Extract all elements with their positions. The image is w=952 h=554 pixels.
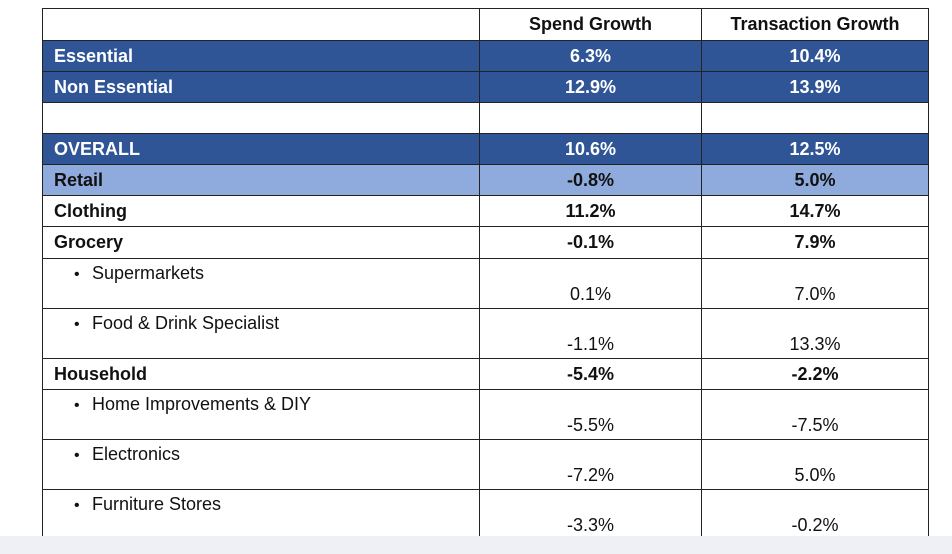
spend-growth-value: 0.1% — [479, 258, 702, 309]
row-label: • Electronics — [42, 439, 480, 490]
transaction-growth-value: 5.0% — [701, 164, 929, 196]
spend-growth-value: -0.1% — [479, 226, 702, 259]
row-food-drink-specialist: • Food & Drink Specialist -1.1% 13.3% — [42, 308, 929, 359]
row-label-text: Supermarkets — [92, 263, 205, 283]
row-essential: Essential 6.3% 10.4% — [42, 40, 929, 72]
transaction-growth-value: -7.5% — [701, 389, 929, 440]
header-row: Spend Growth Transaction Growth — [42, 8, 929, 41]
bottom-band — [0, 536, 952, 554]
row-home-improvements-diy: • Home Improvements & DIY -5.5% -7.5% — [42, 389, 929, 440]
spend-growth-value: 12.9% — [479, 71, 702, 103]
row-non-essential: Non Essential 12.9% 13.9% — [42, 71, 929, 103]
spend-growth-value: -7.2% — [479, 439, 702, 490]
spend-growth-value: -5.5% — [479, 389, 702, 440]
row-label-text: Home Improvements & DIY — [92, 394, 312, 414]
row-label: Clothing — [42, 195, 480, 227]
row-overall: OVERALL 10.6% 12.5% — [42, 133, 929, 165]
spend-growth-value: 6.3% — [479, 40, 702, 72]
row-grocery: Grocery -0.1% 7.9% — [42, 226, 929, 259]
transaction-growth-value: 12.5% — [701, 133, 929, 165]
spend-growth-value: -3.3% — [479, 489, 702, 540]
bullet-icon: • — [74, 266, 80, 283]
row-label: • Furniture Stores — [42, 489, 480, 540]
transaction-growth-value: 14.7% — [701, 195, 929, 227]
transaction-growth-value: 13.9% — [701, 71, 929, 103]
row-label-text: Food & Drink Specialist — [92, 313, 280, 333]
row-household: Household -5.4% -2.2% — [42, 358, 929, 390]
bullet-icon: • — [74, 497, 80, 514]
spend-growth-value — [479, 102, 702, 134]
row-label: • Food & Drink Specialist — [42, 308, 480, 359]
row-electronics: • Electronics -7.2% 5.0% — [42, 439, 929, 490]
transaction-growth-value: -0.2% — [701, 489, 929, 540]
transaction-growth-value: 5.0% — [701, 439, 929, 490]
growth-table: Spend Growth Transaction Growth Essentia… — [42, 8, 929, 540]
transaction-growth-value: 7.9% — [701, 226, 929, 259]
header-category — [42, 8, 480, 41]
header-transaction-growth: Transaction Growth — [701, 8, 929, 41]
transaction-growth-value: 7.0% — [701, 258, 929, 309]
bullet-icon: • — [74, 447, 80, 464]
row-label — [42, 102, 480, 134]
row-retail: Retail -0.8% 5.0% — [42, 164, 929, 196]
row-label: Non Essential — [42, 71, 480, 103]
row-label: Grocery — [42, 226, 480, 259]
transaction-growth-value: -2.2% — [701, 358, 929, 390]
bullet-icon: • — [74, 316, 80, 333]
spend-growth-value: -0.8% — [479, 164, 702, 196]
row-label: Household — [42, 358, 480, 390]
row-label-text: Electronics — [92, 444, 181, 464]
row-clothing: Clothing 11.2% 14.7% — [42, 195, 929, 227]
row-label-text: Furniture Stores — [92, 494, 222, 514]
row-label: Essential — [42, 40, 480, 72]
header-spend-growth: Spend Growth — [479, 8, 702, 41]
row-spacer — [42, 102, 929, 134]
transaction-growth-value: 10.4% — [701, 40, 929, 72]
transaction-growth-value: 13.3% — [701, 308, 929, 359]
bullet-icon: • — [74, 397, 80, 414]
row-label: • Supermarkets — [42, 258, 480, 309]
spend-growth-value: 10.6% — [479, 133, 702, 165]
row-furniture-stores: • Furniture Stores -3.3% -0.2% — [42, 489, 929, 540]
spend-growth-value: -5.4% — [479, 358, 702, 390]
transaction-growth-value — [701, 102, 929, 134]
spend-growth-value: -1.1% — [479, 308, 702, 359]
row-label: Retail — [42, 164, 480, 196]
row-label: OVERALL — [42, 133, 480, 165]
spend-growth-value: 11.2% — [479, 195, 702, 227]
row-label: • Home Improvements & DIY — [42, 389, 480, 440]
row-supermarkets: • Supermarkets 0.1% 7.0% — [42, 258, 929, 309]
